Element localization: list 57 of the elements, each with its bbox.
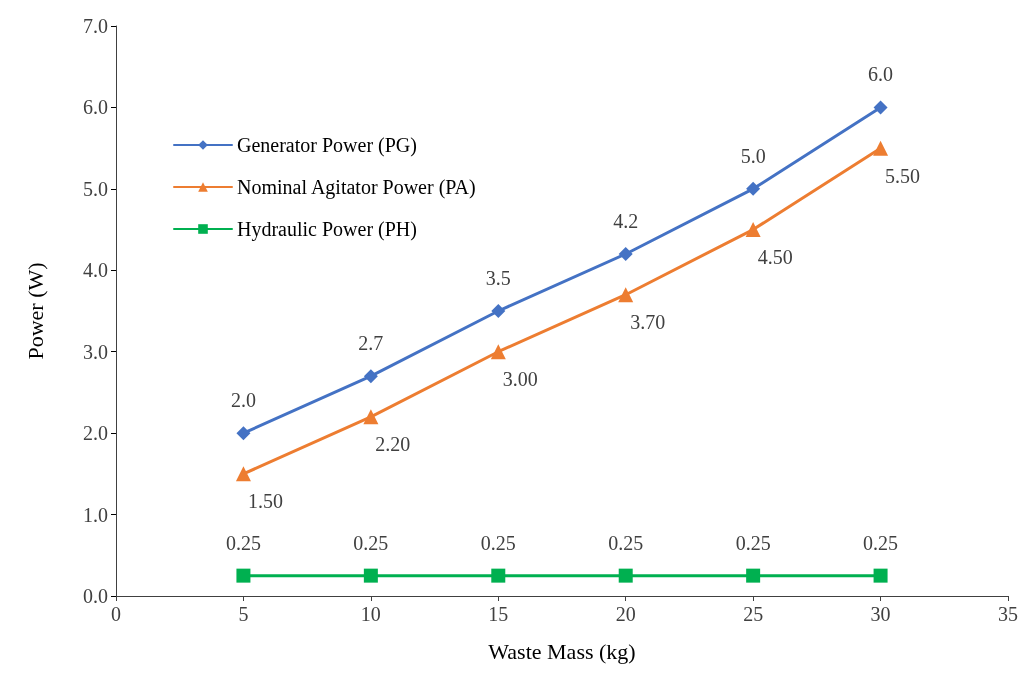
data-label: 3.00: [502, 368, 538, 391]
point: [746, 568, 761, 583]
point: [746, 181, 761, 196]
point: [618, 287, 634, 303]
point: [363, 369, 378, 384]
y-tick-label: 5.0: [83, 177, 108, 200]
x-tick-label: 10: [360, 603, 381, 625]
data-label: 3.5: [485, 267, 511, 289]
point: [618, 568, 633, 583]
legend-label: Hydraulic Power (PH): [237, 218, 417, 241]
point: [873, 100, 888, 115]
data-label: 0.25: [480, 531, 516, 554]
x-tick-label: 0: [111, 603, 121, 625]
y-tick-label: 1.0: [83, 503, 108, 526]
y-tick-label: 4.0: [83, 259, 108, 282]
data-label: 2.20: [375, 433, 411, 456]
point: [745, 222, 761, 238]
data-label: 0.25: [863, 531, 899, 554]
data-label: 5.50: [885, 164, 921, 187]
data-label: 0.25: [353, 531, 389, 554]
point: [491, 568, 506, 583]
x-tick-label: 30: [870, 603, 891, 625]
legend-label: Nominal Agitator Power (PA): [237, 176, 476, 199]
point: [873, 568, 888, 583]
point: [236, 568, 251, 583]
data-label: 6.0: [868, 63, 894, 86]
point: [491, 304, 506, 318]
x-tick-label: 35: [998, 603, 1018, 625]
y-tick-label: 6.0: [83, 96, 108, 119]
data-label: 3.70: [630, 311, 666, 334]
legend-label: Generator Power (PG): [237, 134, 417, 157]
y-axis-title: Power (W): [22, 262, 48, 360]
x-tick-label: 5: [238, 603, 249, 625]
point: [873, 140, 889, 156]
point: [235, 466, 251, 482]
data-label: 1.50: [247, 490, 283, 513]
data-label: 5.0: [740, 144, 766, 167]
y-tick-label: 7.0: [83, 15, 108, 37]
point: [618, 247, 633, 261]
x-axis-title: Waste Mass (kg): [488, 638, 636, 664]
y-tick-label: 2.0: [83, 422, 108, 445]
point: [363, 409, 379, 425]
data-label: 0.25: [608, 531, 644, 554]
y-tick-label: 3.0: [83, 340, 108, 363]
data-label: 0.25: [735, 531, 771, 554]
point: [363, 568, 378, 583]
x-tick-label: 20: [615, 603, 636, 625]
point: [490, 344, 506, 360]
data-label: 2.0: [230, 389, 256, 412]
x-tick-label: 25: [743, 603, 764, 625]
data-label: 4.2: [613, 210, 639, 232]
point: [236, 426, 251, 441]
data-label: 2.7: [358, 332, 384, 355]
data-label: 0.25: [225, 531, 261, 554]
data-label: 4.50: [757, 246, 793, 269]
x-tick-label: 15: [488, 603, 509, 625]
y-tick-label: 0.0: [83, 585, 108, 607]
